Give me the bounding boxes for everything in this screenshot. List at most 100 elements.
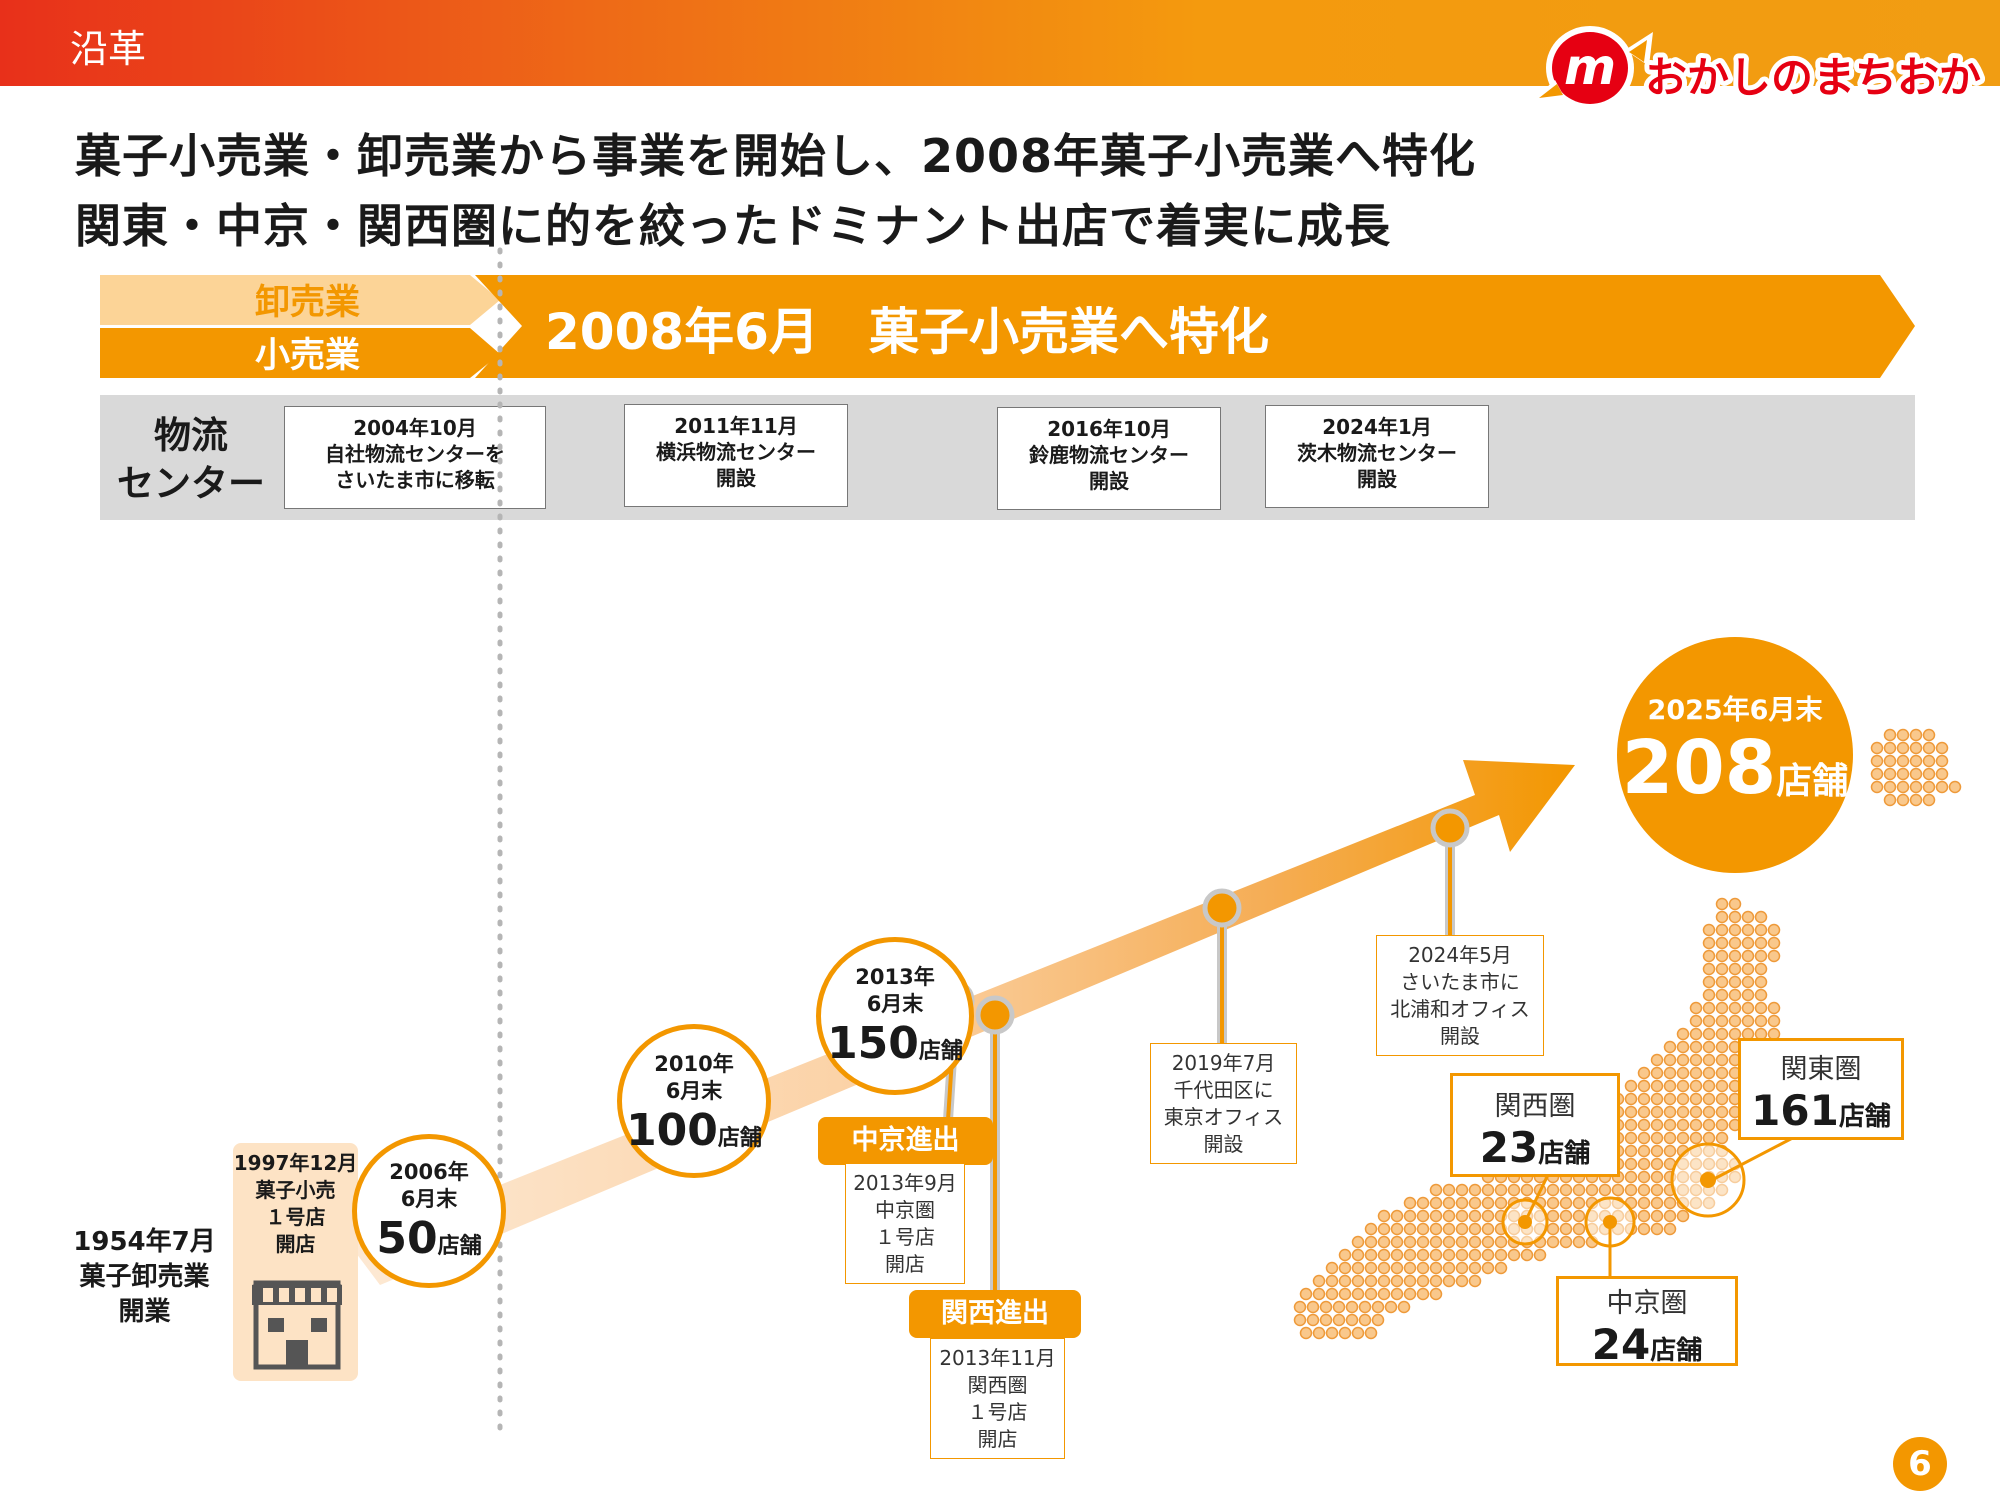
map-dot [1416,1248,1430,1262]
map-dot [1481,1209,1495,1223]
map-dot [1754,949,1768,963]
map-dot [1306,1300,1320,1314]
map-dot [1702,1053,1716,1067]
page-number: 6 [1893,1437,1947,1491]
map-dot [1585,1183,1599,1197]
map-dot [1702,1001,1716,1015]
map-dot [1935,754,1949,768]
pin-kansai [975,995,1015,1305]
wholesale-arrow [100,275,500,325]
map-dot [1741,910,1755,924]
map-dot [1663,1144,1677,1158]
map-dot [1909,767,1923,781]
map-dot [1559,1209,1573,1223]
map-dot [1896,780,1910,794]
map-dot [1351,1261,1365,1275]
map-dot [1689,1040,1703,1054]
map-dot [1702,962,1716,976]
map-dot [1715,988,1729,1002]
map-dot [1676,1079,1690,1093]
specialization-arrow [475,275,1915,378]
map-dot [1416,1196,1430,1210]
map-dot [1689,1053,1703,1067]
map-dot [1702,1014,1716,1028]
map-dot [1494,1196,1508,1210]
map-dot [1481,1248,1495,1262]
map-dot [1520,1183,1534,1197]
map-dot [1533,1248,1547,1262]
map-dot [1416,1222,1430,1236]
map-dot [1922,754,1936,768]
map-dot [1371,1300,1385,1314]
map-dot [1559,1222,1573,1236]
map-dot [1715,1053,1729,1067]
map-dot [1624,1079,1638,1093]
headline-line2: 関東・中京・関西圏に的を絞ったドミナント出店で着実に成長 [75,199,1391,253]
store-icon [233,1143,358,1381]
map-dot [1637,1157,1651,1171]
map-dot [1728,988,1742,1002]
map-dot [1455,1261,1469,1275]
map-dot [1715,1066,1729,1080]
final-circle [1617,637,1853,873]
map-dot [1624,1105,1638,1119]
map-dot [1468,1196,1482,1210]
map-dot [1728,949,1742,963]
map-dot [1442,1196,1456,1210]
map-dot [1468,1235,1482,1249]
first-store-note: 1997年12月 菓子小売 １号店 開店 [233,1151,358,1256]
map-dot [1896,793,1910,807]
region-chukyo: 中京圏 24店舗 [1556,1276,1738,1369]
map-dot [1870,741,1884,755]
logistics-label: 物流 センター [117,414,265,505]
map-dot [1325,1287,1339,1301]
map-dot [1702,923,1716,937]
map-dot [1455,1235,1469,1249]
map-dot [1702,1131,1716,1145]
map-dot [1377,1274,1391,1288]
map-dot [1416,1287,1430,1301]
business-banner [100,275,1915,378]
map-dot [1741,923,1755,937]
map-dot [1741,1001,1755,1015]
map-dot [1637,1105,1651,1119]
map-dot [1650,1157,1664,1171]
map-dot [1429,1222,1443,1236]
map-dot [1371,1313,1385,1327]
map-dot [1883,741,1897,755]
map-dot [1663,1092,1677,1106]
map-dot [1624,1131,1638,1145]
map-dot [1637,1144,1651,1158]
map-dot [1896,754,1910,768]
map-dot [1909,754,1923,768]
map-dot [1728,975,1742,989]
map-dot [1429,1287,1443,1301]
map-dot [1754,975,1768,989]
map-dot [1442,1222,1456,1236]
map-dot [1442,1261,1456,1275]
map-dot [1559,1235,1573,1249]
headline-line1: 菓子小売業・卸売業から事業を開始し、2008年菓子小売業へ特化 [75,129,1477,183]
map-dot [1650,1092,1664,1106]
map-dot [1754,936,1768,950]
milestone-2013: 2013年 6月末 150店舗 [816,937,974,1095]
map-dot [1442,1235,1456,1249]
map-dot [1715,897,1729,911]
map-dot [1702,1027,1716,1041]
map-dot [1650,1209,1664,1223]
map-dot [1332,1313,1346,1327]
map-dot [1650,1183,1664,1197]
map-dot [1728,910,1742,924]
map-dot [1403,1248,1417,1262]
map-dot [1689,1118,1703,1132]
map-dot [1650,1222,1664,1236]
map-dot [1741,949,1755,963]
map-dot [1338,1287,1352,1301]
map-dot [1377,1248,1391,1262]
map-dot [1663,1209,1677,1223]
map-dot [1663,1118,1677,1132]
map-dot [1494,1261,1508,1275]
kansai-entry-tag: 関西進出 [909,1290,1081,1338]
map-dot [1702,1105,1716,1119]
map-dot [1715,1027,1729,1041]
